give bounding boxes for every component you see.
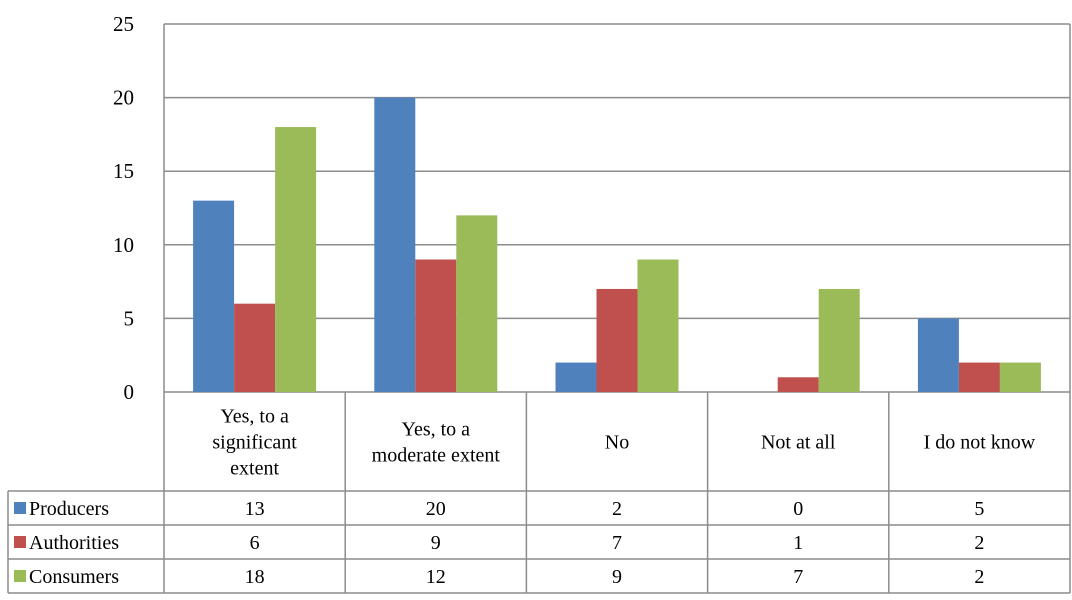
bar-authorities-2 <box>596 288 638 392</box>
y-tick-label: 5 <box>124 306 135 330</box>
bar-consumers-4 <box>999 362 1041 392</box>
legend-key-consumers <box>14 570 26 582</box>
bar-authorities-0 <box>234 303 276 392</box>
table-cell-value: 13 <box>245 498 265 520</box>
y-tick-label: 10 <box>113 233 134 257</box>
bar-producers-2 <box>555 362 597 392</box>
table-cell-value: 2 <box>612 498 622 520</box>
legend-label: Consumers <box>29 566 119 588</box>
bar-producers-4 <box>917 318 959 392</box>
bar-authorities-4 <box>958 362 1000 392</box>
table-cell-value: 18 <box>245 566 265 588</box>
table-cell-value: 0 <box>793 498 803 520</box>
table-cell-value: 9 <box>612 566 622 588</box>
bars <box>193 97 1041 392</box>
y-axis: 0 5 10 15 20 25 <box>113 12 134 404</box>
category-label: moderate extent <box>372 445 501 467</box>
legend-key-producers <box>14 502 26 514</box>
category-label: Yes, to a <box>220 406 289 428</box>
table-cell-value: 2 <box>974 566 984 588</box>
table-cell-value: 20 <box>426 498 446 520</box>
data-table: Yes, to a significant extent Yes, to a moder… <box>7 392 1070 594</box>
table-cell-value: 2 <box>974 532 984 554</box>
table-cell-value: 6 <box>250 532 260 554</box>
y-tick-label: 20 <box>113 86 134 110</box>
category-label: I do not know <box>924 432 1036 454</box>
legend-label: Producers <box>29 498 109 520</box>
table-cell-value: 1 <box>793 532 803 554</box>
legend-label: Authorities <box>29 532 119 554</box>
bar-consumers-0 <box>275 127 317 392</box>
bar-consumers-1 <box>456 215 498 392</box>
bar-consumers-2 <box>637 259 679 392</box>
category-label: Yes, to a <box>402 419 471 441</box>
y-tick-label: 15 <box>113 159 134 183</box>
category-label: significant <box>212 432 297 454</box>
category-label: Not at all <box>761 432 836 454</box>
table-cell-value: 7 <box>612 532 622 554</box>
table-cell-value: 9 <box>431 532 441 554</box>
table-cell-value: 5 <box>974 498 984 520</box>
category-label: extent <box>230 458 279 480</box>
bar-consumers-3 <box>818 288 860 392</box>
table-cell-value: 12 <box>426 566 446 588</box>
table-cell-value: 7 <box>793 566 803 588</box>
y-tick-label: 25 <box>113 12 134 36</box>
bar-producers-0 <box>193 200 235 392</box>
bar-producers-1 <box>374 97 416 392</box>
bar-authorities-1 <box>415 259 457 392</box>
bar-authorities-3 <box>777 377 819 392</box>
y-tick-label: 0 <box>124 380 135 404</box>
category-label: No <box>605 432 629 454</box>
legend-key-authorities <box>14 536 26 548</box>
